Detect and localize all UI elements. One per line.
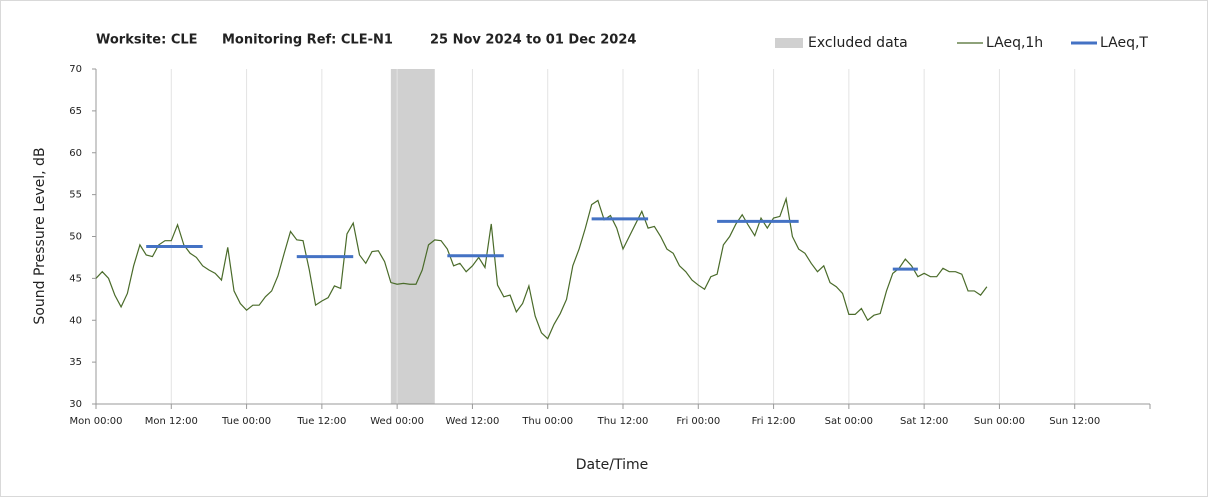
legend-label: LAeq,1h xyxy=(986,35,1043,51)
x-tick-label: Fri 12:00 xyxy=(752,416,796,427)
legend-label: Excluded data xyxy=(808,35,908,51)
y-tick-label: 60 xyxy=(69,148,82,159)
x-tick-label: Sun 00:00 xyxy=(974,416,1025,427)
x-tick-label: Sun 12:00 xyxy=(1049,416,1100,427)
y-tick-label: 30 xyxy=(69,399,82,410)
title-worksite: Worksite: CLE xyxy=(96,33,198,48)
x-tick-label: Sat 12:00 xyxy=(900,416,948,427)
y-tick-label: 45 xyxy=(69,273,82,284)
x-tick-label: Thu 00:00 xyxy=(521,416,573,427)
y-tick-label: 40 xyxy=(69,315,82,326)
x-tick-label: Fri 00:00 xyxy=(676,416,720,427)
x-axis-label: Date/Time xyxy=(576,457,648,473)
legend-label: LAeq,T xyxy=(1100,35,1148,51)
y-tick-label: 65 xyxy=(69,106,82,117)
x-tick-label: Thu 12:00 xyxy=(597,416,649,427)
x-tick-label: Wed 00:00 xyxy=(370,416,424,427)
x-tick-label: Wed 12:00 xyxy=(446,416,500,427)
x-tick-label: Mon 00:00 xyxy=(69,416,122,427)
x-tick-label: Mon 12:00 xyxy=(145,416,198,427)
line-series xyxy=(95,196,988,340)
legend-swatch xyxy=(775,38,803,48)
x-tick-label: Sat 00:00 xyxy=(825,416,873,427)
y-tick-label: 50 xyxy=(69,232,82,243)
y-tick-label: 35 xyxy=(69,357,82,368)
title-ref: Monitoring Ref: CLE-N1 xyxy=(222,33,393,48)
excluded-band xyxy=(390,69,435,404)
y-tick-label: 55 xyxy=(69,190,82,201)
title-dates: 25 Nov 2024 to 01 Dec 2024 xyxy=(430,33,636,48)
x-tick-label: Tue 00:00 xyxy=(221,416,271,427)
y-axis-label: Sound Pressure Level, dB xyxy=(32,147,48,324)
y-tick-label: 70 xyxy=(69,64,82,75)
x-tick-label: Tue 12:00 xyxy=(296,416,346,427)
